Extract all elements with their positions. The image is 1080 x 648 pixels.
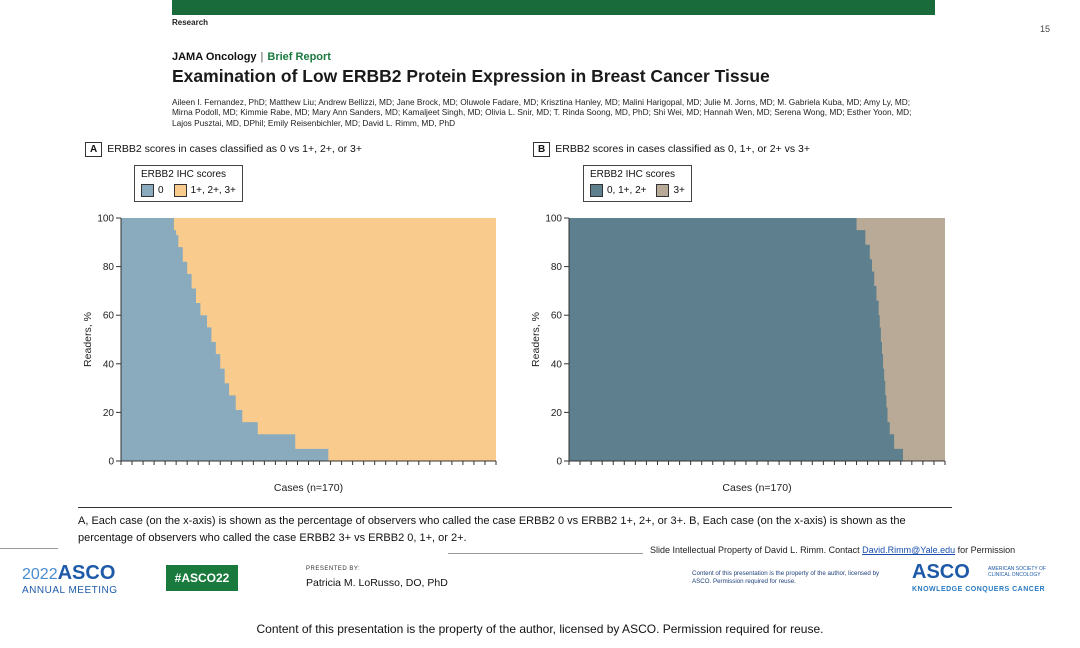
article-type: Brief Report [267,51,331,63]
asco-meeting-logo: 2022ASCO [22,562,115,585]
area-0 [121,218,496,461]
panel-a-legend-entry-0: 0 [141,184,164,197]
footer-divider-mid [448,553,643,554]
journal-separator: | [260,51,264,63]
panel-b-legend-entry-1: 3+ [656,184,685,197]
asco-tagline: KNOWLEDGE CONQUERS CANCER [912,586,1046,593]
header-green-bar [172,0,935,15]
panel-a-title-text: ERBB2 scores in cases classified as 0 vs… [107,143,362,155]
legend-swatch [590,184,603,197]
author-list: Aileen I. Fernandez, PhD; Matthew Liu; A… [172,97,912,128]
asco-logo: ASCO [912,561,970,583]
y-tick-label: 20 [103,408,115,419]
legend-label: 0, 1+, 2+ [607,185,647,196]
y-tick-label: 80 [103,262,115,273]
ip-notice-suffix: for Permission [955,545,1016,555]
legend-swatch [656,184,670,197]
legend-label: 0 [158,185,164,196]
ip-email-link[interactable]: David.Rimm@Yale.edu [862,545,956,555]
panel-a-letter: A [85,142,103,157]
legend-swatch [173,184,187,197]
content-notice-small: Content of this presentation is the prop… [692,570,880,585]
ip-notice-prefix: Slide Intellectual Property of David L. … [650,545,863,555]
journal-name: JAMA Oncology [172,51,257,63]
journal-line: JAMA Oncology | Brief Report [172,51,331,63]
hashtag-badge: #ASCO22 [166,565,238,591]
meeting-name: ANNUAL MEETING [22,585,118,596]
y-tick-label: 100 [97,214,114,225]
meeting-org: ASCO [57,562,116,584]
legend-swatch [141,184,154,197]
panel-b-title-text: ERBB2 scores in cases classified as 0, 1… [555,143,810,155]
y-tick-label: 0 [108,457,114,468]
panel-b-legend: ERBB2 IHC scores 0, 1+, 2+ 3+ [583,165,692,202]
panel-a-legend-title: ERBB2 IHC scores [141,169,227,180]
presented-by-label: PRESENTED BY: [306,566,361,572]
legend-label: 3+ [673,185,685,196]
y-tick-label: 40 [103,359,115,370]
panel-a-title: A ERBB2 scores in cases classified as 0 v… [85,142,362,157]
caption-divider [78,507,952,508]
panel-b-title: B ERBB2 scores in cases classified as 0, … [533,142,810,157]
presenter-name: Patricia M. LoRusso, DO, PhD [306,577,448,589]
slide-number: 15 [1040,24,1051,34]
footer-divider-left [0,548,58,549]
figure-caption: A, Each case (on the x-axis) is shown as… [78,515,906,544]
article-title: Examination of Low ERBB2 Protein Express… [172,66,770,86]
panel-b-letter: B [533,142,551,157]
panel-a-legend-entry-1: 1+, 2+, 3+ [173,184,236,197]
panel-a-legend: ERBB2 IHC scores 0 1+, 2+, 3+ [134,165,243,202]
panel-b-legend-title: ERBB2 IHC scores [590,169,676,180]
y-tick-label: 60 [103,311,115,322]
asco-logo-subtitle: AMERICAN SOCIETY OF CLINICAL ONCOLOGY [988,566,1046,578]
content-notice: Content of this presentation is the prop… [256,622,824,636]
x-axis-label: Cases (n=170) [274,482,343,494]
panel-b-legend-entry-0: 0, 1+, 2+ [590,184,646,197]
meeting-year: 2022 [22,566,58,583]
ip-notice: Slide Intellectual Property of David L. … [650,545,1015,555]
y-axis-label: Readers, % [82,312,94,367]
legend-label: 1+, 2+, 3+ [190,185,236,196]
section-label: Research [172,18,209,27]
